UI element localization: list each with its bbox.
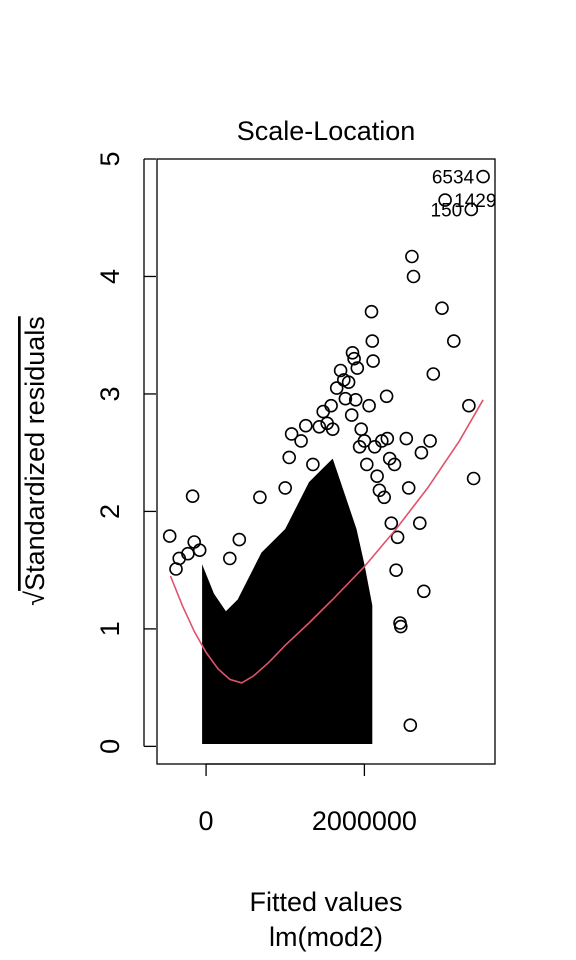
scatter-point <box>379 389 394 404</box>
scatter-point <box>306 457 320 472</box>
scatter-point <box>187 535 201 549</box>
scatter-point <box>354 422 369 437</box>
y-axis-title-text: Standardized residuals <box>20 316 50 591</box>
scatter-point <box>393 619 408 634</box>
scatter-point <box>414 445 429 460</box>
scatter-point <box>389 563 403 578</box>
sqrt-symbol: √ <box>20 591 50 606</box>
y-axis: 0 1 2 3 4 5 <box>95 151 156 754</box>
y-tick-label: 4 <box>95 269 125 284</box>
scatter-point <box>406 269 421 284</box>
scatter-point <box>435 301 449 316</box>
scatter-point <box>316 404 331 419</box>
scatter-point <box>359 457 374 472</box>
smoother-line <box>169 399 484 684</box>
scatter-point <box>423 434 437 448</box>
y-tick-label: 3 <box>95 386 125 401</box>
scatter-point <box>466 471 481 486</box>
scatter-point <box>426 367 441 381</box>
x-axis-subtitle: lm(mod2) <box>269 922 383 952</box>
scatter-point <box>232 532 247 547</box>
scatter-point <box>390 530 405 545</box>
scatter-point <box>324 398 338 413</box>
scatter-point <box>384 516 399 531</box>
scatter-point <box>345 345 360 360</box>
scatter-point <box>357 434 372 448</box>
scatter-point <box>312 419 327 434</box>
scatter-point <box>401 481 416 495</box>
scatter-point <box>350 361 365 375</box>
scatter-points <box>162 169 490 733</box>
scatter-point <box>298 418 313 433</box>
scatter-point <box>380 431 395 446</box>
scatter-point <box>278 481 293 495</box>
scatter-point <box>403 718 418 733</box>
point-label: 6534 <box>432 168 475 189</box>
scatter-point <box>366 354 380 368</box>
labeled-point <box>438 193 452 207</box>
scatter-point <box>341 375 356 390</box>
y-tick-label: 1 <box>95 621 125 636</box>
dense-region <box>202 458 373 744</box>
scatter-point <box>462 398 476 413</box>
scatter-point <box>223 551 237 566</box>
y-tick-label: 2 <box>95 504 125 519</box>
y-tick-label: 0 <box>95 739 125 754</box>
scatter-point <box>294 434 308 448</box>
scatter-point <box>377 490 392 505</box>
scatter-point <box>347 351 361 366</box>
x-tick-label: 0 <box>199 806 214 836</box>
scatter-point <box>282 450 297 465</box>
scatter-point <box>416 584 431 599</box>
y-axis-title: √Standardized residuals <box>20 316 50 606</box>
scatter-point <box>412 516 427 531</box>
scatter-point <box>372 483 387 498</box>
scatter-point <box>348 392 363 407</box>
scatter-point <box>333 363 348 378</box>
scatter-point <box>338 391 353 406</box>
scatter-point <box>399 431 414 446</box>
scatter-point <box>162 529 177 543</box>
point-label: 150 <box>431 201 463 222</box>
scatter-point <box>344 408 359 422</box>
scatter-point <box>405 249 419 264</box>
dense-point-cloud <box>202 458 373 744</box>
scatter-point <box>185 489 200 504</box>
y-tick-label: 5 <box>95 151 125 166</box>
x-axis: 0 2000000 <box>199 763 417 836</box>
scatter-point <box>325 422 340 437</box>
scatter-point <box>365 334 380 348</box>
labeled-point <box>464 202 479 217</box>
chart-title: Scale-Location <box>237 116 416 146</box>
scatter-point <box>446 334 461 348</box>
scatter-point <box>329 381 344 395</box>
scatter-point <box>284 427 299 441</box>
labeled-point <box>476 169 490 184</box>
scatter-point <box>192 543 207 558</box>
x-axis-title: Fitted values <box>249 887 402 917</box>
point-label: 1429 <box>454 191 496 212</box>
scatter-point <box>364 304 379 319</box>
scatter-point <box>370 469 384 484</box>
x-tick-label: 2000000 <box>312 806 417 836</box>
scatter-point <box>253 490 267 505</box>
scatter-point <box>362 398 376 413</box>
scatter-point <box>387 457 402 472</box>
